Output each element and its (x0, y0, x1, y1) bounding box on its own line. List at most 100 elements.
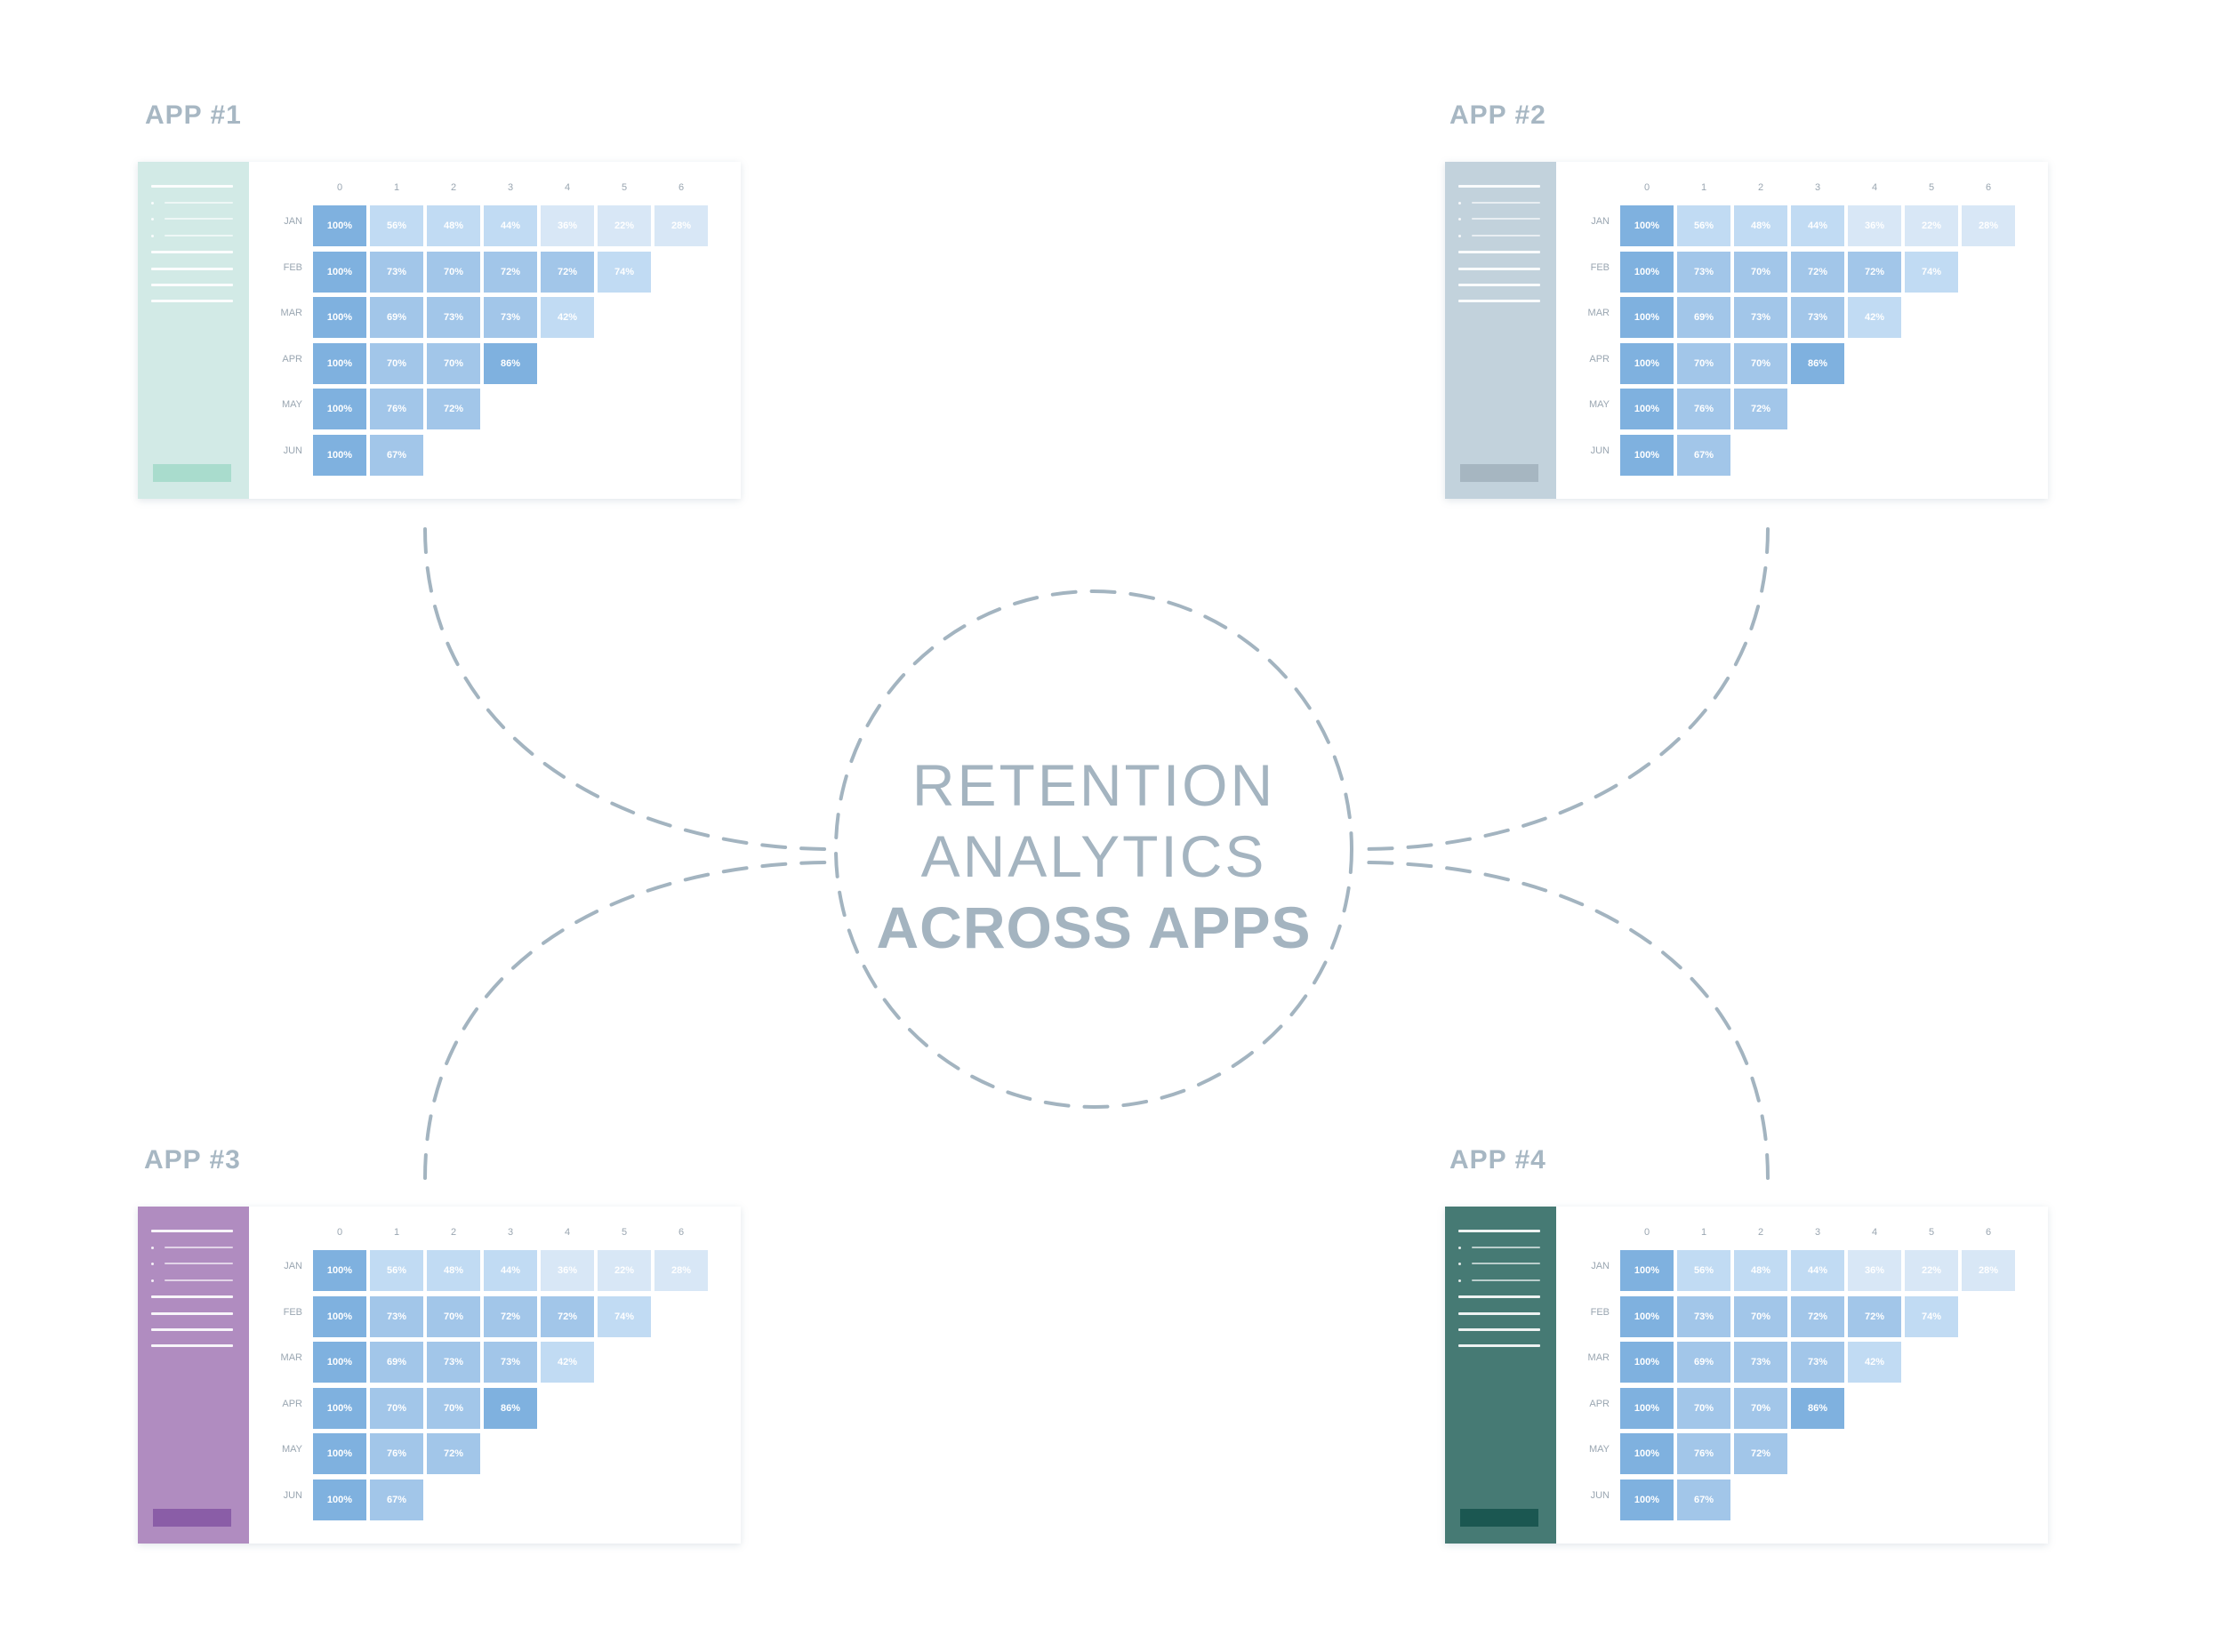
retention-cell: 56% (1677, 1250, 1730, 1291)
sidebar-button[interactable] (1460, 1509, 1538, 1527)
center-dashed-circle (834, 589, 1353, 1109)
sidebar-menu-line[interactable] (1458, 1312, 1540, 1315)
sidebar-menu-line[interactable] (1458, 284, 1540, 286)
sidebar-menu-line[interactable] (151, 268, 233, 270)
sidebar-menu-line[interactable] (1458, 185, 1540, 188)
sidebar-menu-line[interactable] (1458, 1295, 1540, 1298)
retention-cell: 73% (1791, 297, 1844, 338)
retention-cell: 73% (484, 297, 537, 338)
sidebar-menu-line[interactable] (165, 1263, 233, 1264)
row-header: MAY (1588, 1444, 1610, 1455)
retention-cell: 70% (427, 1387, 480, 1429)
row-header: MAY (281, 399, 302, 410)
retention-cell: 74% (598, 1295, 651, 1337)
sidebar-menu-line[interactable] (151, 1230, 233, 1232)
sidebar-menu-line[interactable] (1458, 1230, 1540, 1232)
sidebar-menu-line[interactable] (151, 1312, 233, 1315)
retention-cell: 100% (1620, 205, 1674, 246)
row-header: JAN (1591, 1261, 1610, 1271)
sidebar-menu-line[interactable] (1458, 268, 1540, 270)
row-header: FEB (1590, 1306, 1610, 1318)
column-header: 1 (393, 1227, 400, 1238)
column-header: 5 (621, 1227, 628, 1238)
column-header: 4 (564, 182, 571, 193)
retention-cell: 48% (427, 205, 480, 246)
retention-cell: 44% (1791, 205, 1844, 246)
app-sidebar (138, 162, 249, 499)
row-header: JAN (284, 1261, 302, 1271)
sidebar-bullet-icon (151, 235, 154, 237)
sidebar-menu-line[interactable] (165, 1247, 233, 1248)
sidebar-button[interactable] (1460, 464, 1538, 482)
sidebar-menu-line[interactable] (165, 1279, 233, 1281)
sidebar-menu-line[interactable] (1472, 202, 1540, 204)
retention-cell: 36% (1848, 205, 1901, 246)
retention-cell: 72% (541, 1295, 594, 1337)
sidebar-menu-line[interactable] (1458, 1344, 1540, 1347)
row-header: MAR (1587, 308, 1610, 318)
retention-cell: 100% (1620, 434, 1674, 476)
sidebar-bullet-icon (151, 218, 154, 221)
retention-cell: 73% (370, 1295, 423, 1337)
retention-cell: 28% (1962, 1250, 2015, 1291)
app-sidebar (1445, 1207, 1556, 1544)
sidebar-menu-line[interactable] (1472, 1263, 1540, 1264)
sidebar-menu-line[interactable] (1472, 1247, 1540, 1248)
sidebar-button[interactable] (153, 464, 231, 482)
retention-cell: 72% (1791, 251, 1844, 293)
retention-cell: 86% (1791, 1387, 1844, 1429)
sidebar-menu-line[interactable] (151, 1328, 233, 1331)
retention-cell: 56% (370, 1250, 423, 1291)
sidebar-menu-line[interactable] (151, 284, 233, 286)
connector-app3 (423, 861, 833, 1180)
heading-line-3: ACROSS APPS (876, 894, 1312, 960)
sidebar-button[interactable] (153, 1509, 231, 1527)
sidebar-menu-line[interactable] (1458, 1328, 1540, 1331)
app-sidebar (1445, 162, 1556, 499)
column-header: 1 (1700, 182, 1707, 193)
row-header: APR (282, 1398, 302, 1409)
sidebar-menu-line[interactable] (151, 251, 233, 253)
sidebar-menu-line[interactable] (1472, 218, 1540, 220)
app-title: APP #2 (1449, 100, 1546, 130)
sidebar-menu-line[interactable] (151, 185, 233, 188)
sidebar-menu-line[interactable] (151, 1295, 233, 1298)
retention-cell: 36% (1848, 1250, 1901, 1291)
retention-cell: 73% (1677, 1295, 1730, 1337)
app-panel: 0 1 2 3 4 5 6 JAN 100% 56% 48% 44% 36% 22% 28% FEB 100% 7… (1445, 1207, 2048, 1544)
row-header: JAN (284, 216, 302, 227)
retention-cell: 48% (1734, 205, 1787, 246)
retention-cell: 72% (1848, 1295, 1901, 1337)
app-title: APP #4 (1449, 1145, 1546, 1175)
row-header: APR (1589, 1398, 1610, 1409)
sidebar-menu-line[interactable] (1472, 235, 1540, 237)
retention-cell: 73% (1677, 251, 1730, 293)
retention-cell: 72% (1734, 1433, 1787, 1474)
retention-cell: 100% (1620, 1295, 1674, 1337)
retention-cell: 86% (484, 1387, 537, 1429)
sidebar-menu-line[interactable] (1472, 1279, 1540, 1281)
retention-cell: 76% (370, 1433, 423, 1474)
retention-cell: 70% (427, 1295, 480, 1337)
retention-cell: 86% (1791, 342, 1844, 384)
sidebar-menu-line[interactable] (165, 218, 233, 220)
retention-cell: 100% (1620, 1342, 1674, 1383)
retention-cell: 100% (313, 205, 366, 246)
retention-cell: 72% (427, 389, 480, 429)
column-header: 1 (393, 182, 400, 193)
sidebar-menu-line[interactable] (165, 235, 233, 237)
retention-cell: 73% (427, 1342, 480, 1383)
sidebar-menu-line[interactable] (1458, 300, 1540, 302)
retention-cell: 100% (313, 297, 366, 338)
sidebar-menu-line[interactable] (1458, 251, 1540, 253)
retention-cell: 42% (1848, 1342, 1901, 1383)
retention-cell: 72% (484, 1295, 537, 1337)
sidebar-menu-line[interactable] (165, 202, 233, 204)
retention-cell: 73% (1791, 1342, 1844, 1383)
retention-cell: 42% (541, 297, 594, 338)
retention-cell: 73% (427, 297, 480, 338)
sidebar-menu-line[interactable] (151, 1344, 233, 1347)
sidebar-menu-line[interactable] (151, 300, 233, 302)
retention-cell: 44% (484, 205, 537, 246)
column-header: 3 (1814, 1227, 1821, 1238)
